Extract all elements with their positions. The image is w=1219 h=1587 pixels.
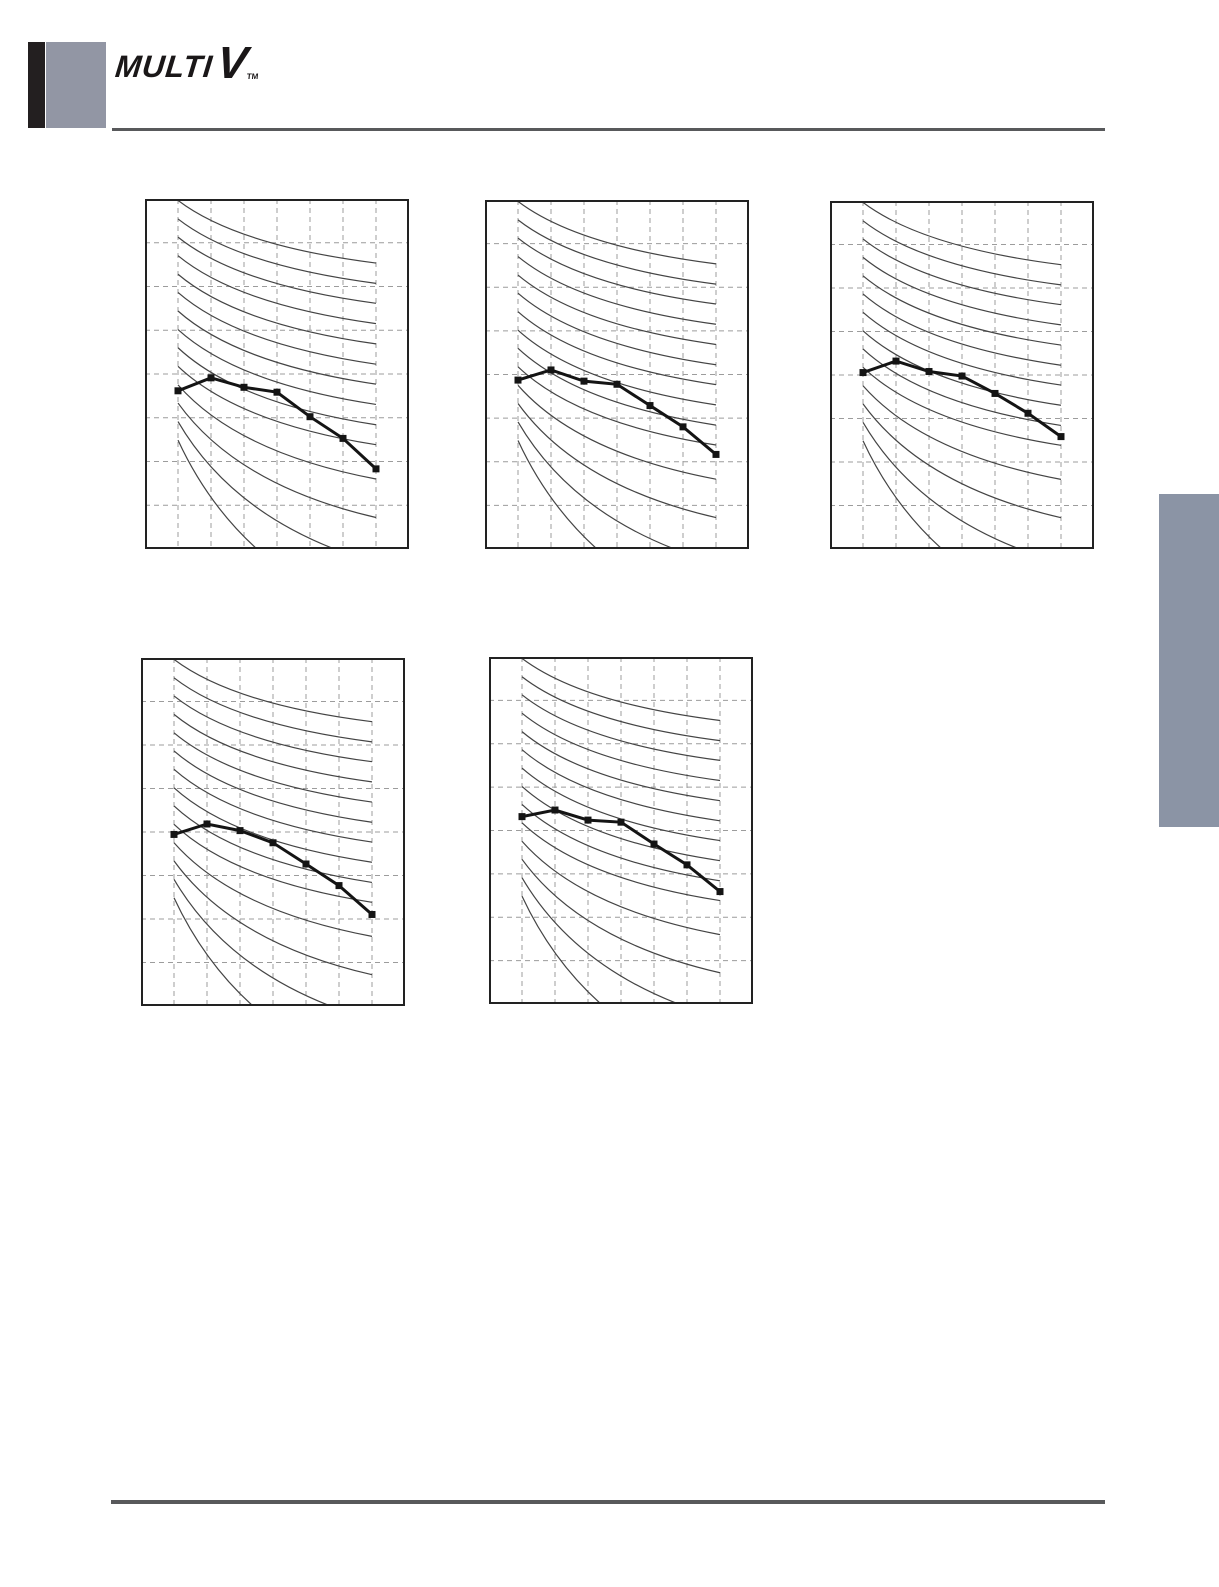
logo-accent-block <box>46 42 106 128</box>
nc-noise-chart-2 <box>485 200 749 549</box>
brand-logo-v: V <box>214 37 250 89</box>
nc-noise-chart-4 <box>141 658 405 1006</box>
logo-accent-bar <box>28 42 45 128</box>
trademark-symbol: TM <box>246 72 259 81</box>
footer-rule <box>111 1500 1105 1504</box>
nc-noise-chart-1 <box>145 199 409 549</box>
header-rule <box>112 128 1105 131</box>
nc-noise-chart-5 <box>489 657 753 1004</box>
nc-noise-chart-3 <box>830 201 1094 549</box>
brand-logo-text: MULTI <box>113 49 215 84</box>
brand-logo: MULTI V TM <box>113 37 262 89</box>
section-tab <box>1159 494 1219 827</box>
